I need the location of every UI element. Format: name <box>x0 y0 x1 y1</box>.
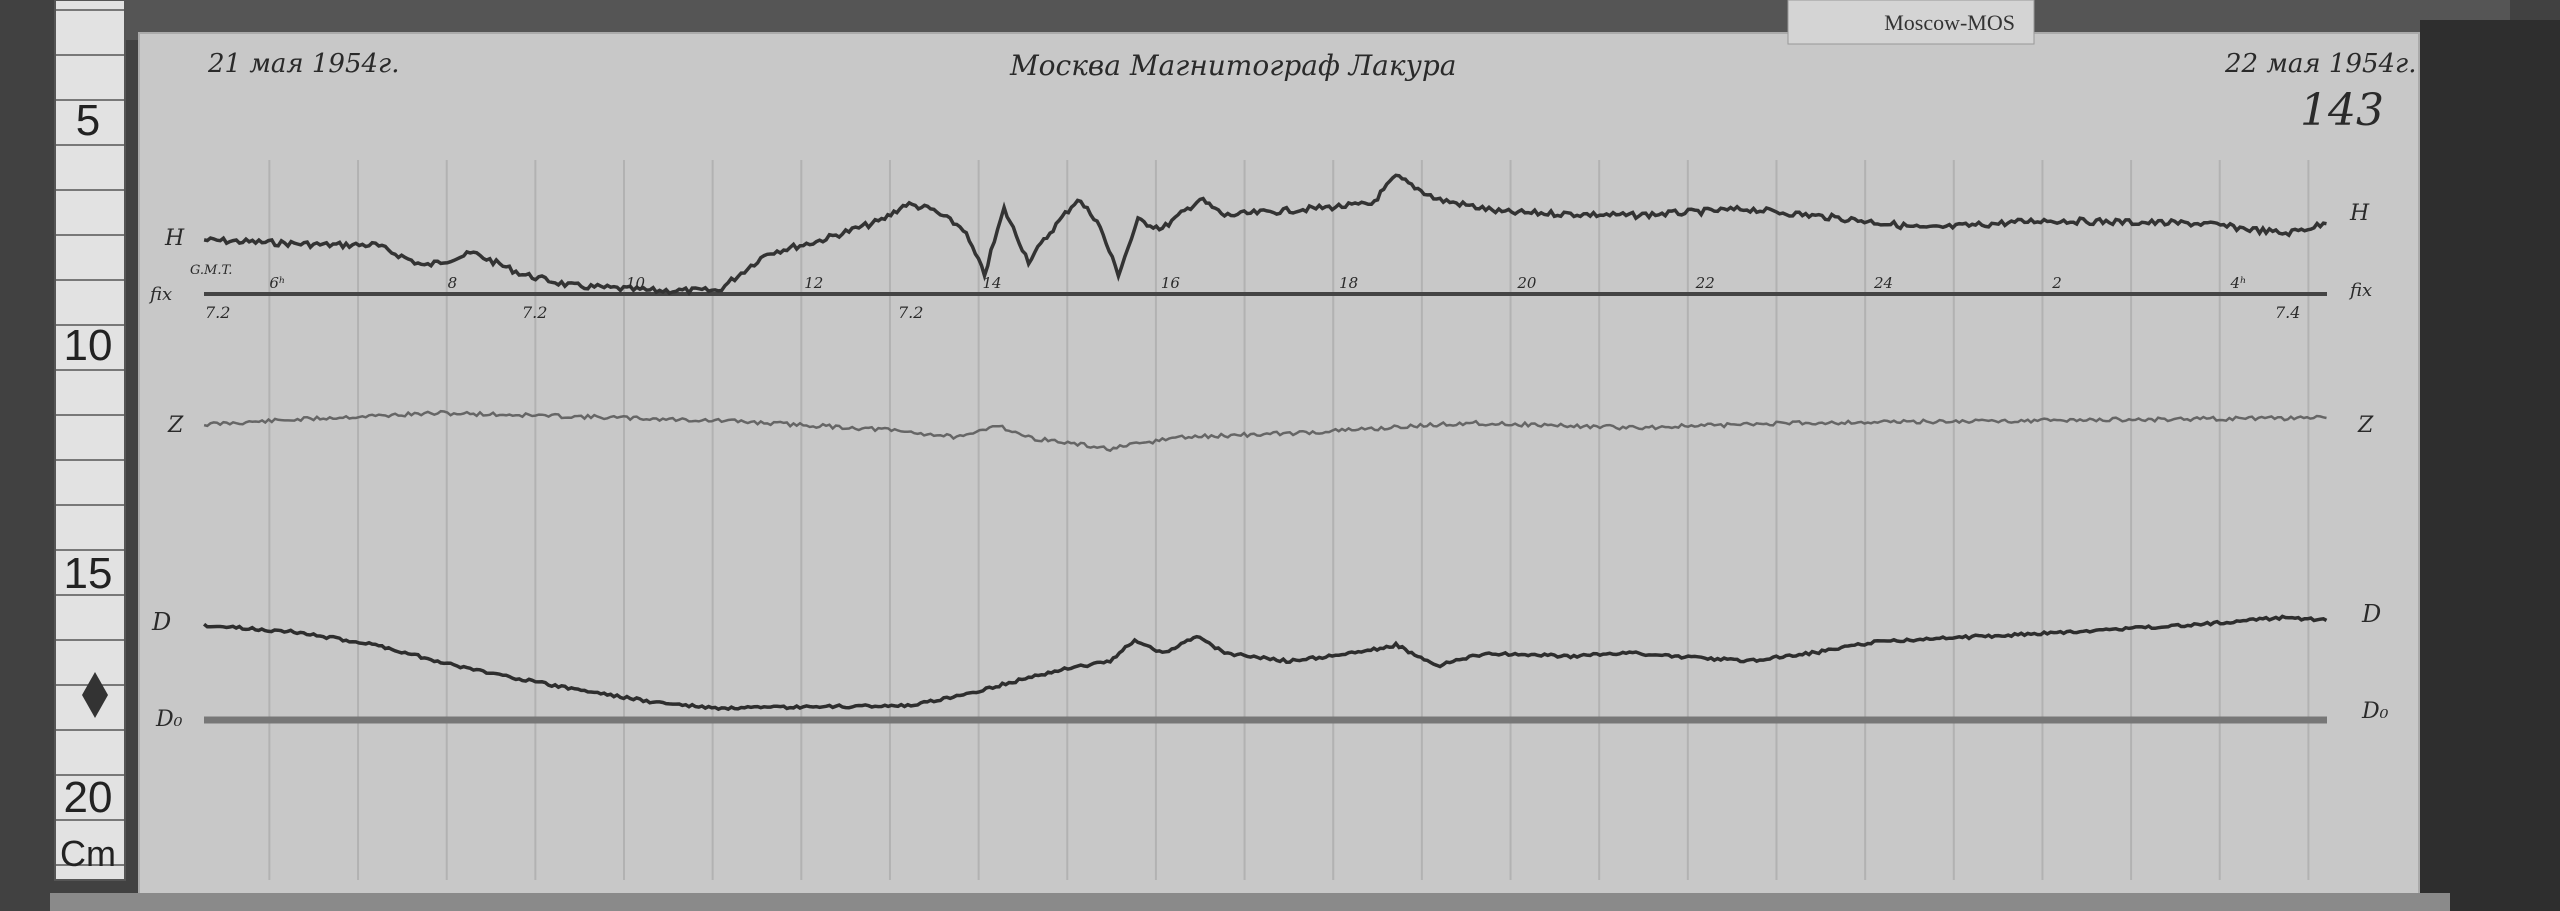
h-label-left: H <box>164 226 185 251</box>
ruler-mark-10: 10 <box>64 321 113 370</box>
z-trace <box>203 409 2327 453</box>
d0-label-right: D₀ <box>2361 699 2389 724</box>
h-label-right: H <box>2349 201 2370 226</box>
hour-label: 2 <box>2051 274 2062 292</box>
h-trace <box>203 173 2327 297</box>
scale-mark: 7.2 <box>522 303 547 322</box>
station-label-card <box>1787 0 2035 45</box>
scale-mark: 7.2 <box>205 303 230 322</box>
bottom-strip <box>50 893 2450 911</box>
hour-labels: 6ʰ 8 10 12 14 16 18 20 22 24 2 4ʰ <box>269 274 2246 292</box>
fix-label-right: fix <box>2348 280 2372 301</box>
hour-label: 22 <box>1695 274 1715 292</box>
hour-label: 12 <box>804 274 823 292</box>
ruler-mark-20: 20 <box>64 773 113 822</box>
ruler-ticks <box>55 9 125 866</box>
hour-label: 8 <box>448 274 458 292</box>
d-label-left: D <box>151 608 171 636</box>
right-edge <box>2420 20 2560 911</box>
hour-label: 14 <box>983 274 1002 292</box>
station-label: Moscow-MOS <box>1884 10 2015 35</box>
hour-label: 10 <box>626 274 646 292</box>
scale-mark: 7.2 <box>898 303 923 322</box>
hour-label: 6ʰ <box>269 274 285 292</box>
ruler-unit: Cm <box>60 833 116 874</box>
ruler-mark-5: 5 <box>76 96 100 145</box>
date-end: 22 мая 1954г. <box>2224 49 2416 79</box>
hour-grid <box>268 160 2310 880</box>
paper-sheet <box>139 33 2419 895</box>
date-start: 21 мая 1954г. <box>207 49 399 79</box>
cm-ruler <box>54 0 126 881</box>
hour-label: 20 <box>1516 274 1537 292</box>
time-zone-label: G.M.T. <box>190 263 232 278</box>
d0-label-left: D₀ <box>155 707 183 732</box>
z-label-left: Z <box>167 413 184 438</box>
d-trace <box>202 614 2328 712</box>
diamond-marker-icon <box>82 672 108 718</box>
z-label-right: Z <box>2357 413 2374 438</box>
ruler-mark-15: 15 <box>64 549 113 598</box>
hour-label: 4ʰ <box>2230 274 2247 292</box>
hour-label: 24 <box>1873 274 1893 292</box>
fix-label-left: fix <box>148 284 172 305</box>
d-label-right: D <box>2361 600 2381 628</box>
hour-label: 16 <box>1161 274 1181 292</box>
record-title: Москва Магнитограф Лакура <box>1009 49 1456 82</box>
sheet-number: 143 <box>2300 85 2384 136</box>
scale-mark: 7.4 <box>2275 303 2300 322</box>
hour-label: 18 <box>1339 274 1358 292</box>
